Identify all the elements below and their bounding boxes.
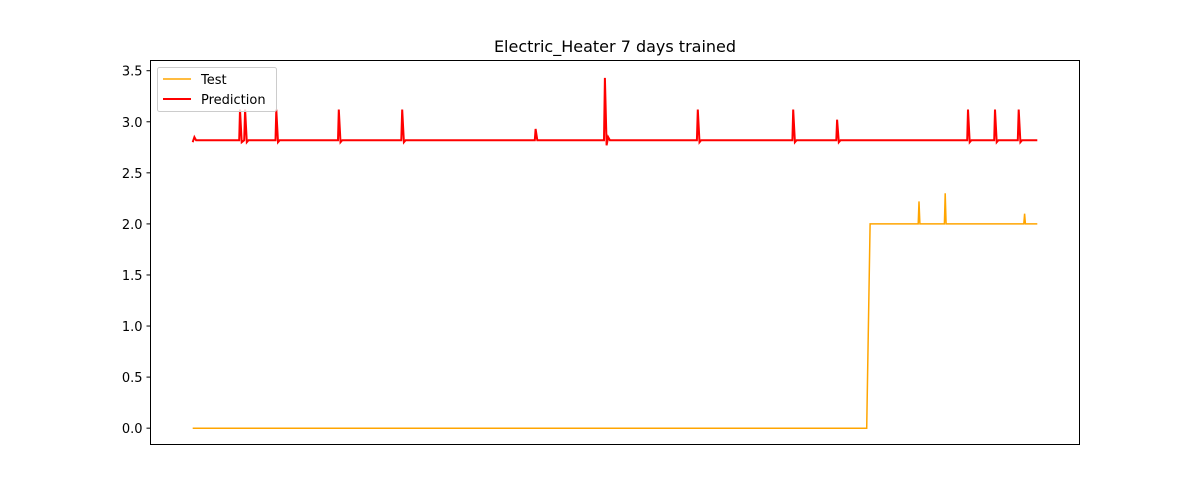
y-tick-label: 3.0 [122, 116, 143, 131]
y-tick-label: 1.0 [122, 320, 143, 335]
legend: Test Prediction [157, 67, 277, 112]
chart-title: Electric_Heater 7 days trained [494, 37, 736, 57]
series-line-test [192, 193, 1038, 429]
series-layer [191, 77, 1038, 429]
y-tick-label: 2.5 [122, 167, 143, 182]
y-axis: 0.0 0.5 1.0 1.5 2.0 2.5 3.0 3.5 [122, 65, 151, 437]
y-tick-label: 3.5 [122, 65, 143, 80]
y-tick-label: 0.0 [122, 422, 143, 437]
plot-area-frame [150, 60, 1080, 445]
legend-label-prediction: Prediction [201, 93, 266, 108]
y-tick-label: 2.0 [122, 218, 143, 233]
series-line-prediction [191, 77, 1038, 146]
y-tick-label: 1.5 [122, 269, 143, 284]
legend-label-test: Test [200, 73, 227, 88]
y-tick-label: 0.5 [122, 371, 143, 386]
